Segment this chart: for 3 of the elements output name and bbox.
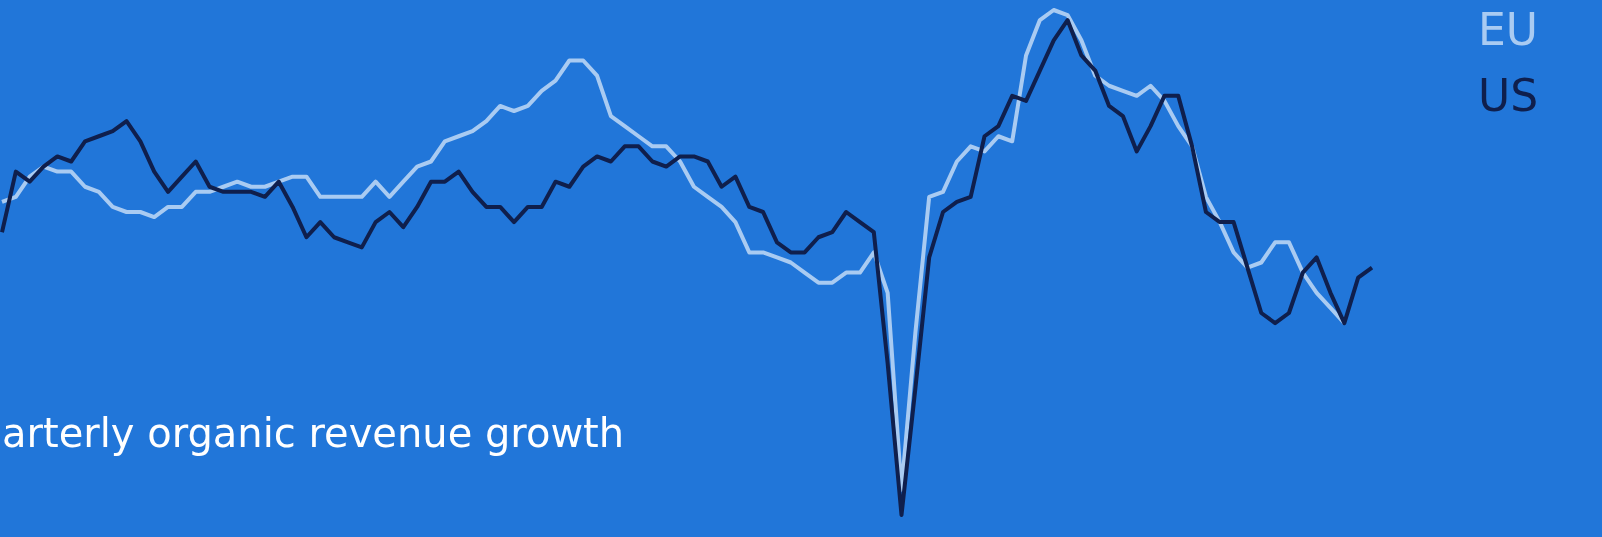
text: EU — [1478, 4, 1539, 55]
text: US — [1478, 70, 1539, 121]
annotation: arterly organic revenue growth — [2, 410, 625, 456]
